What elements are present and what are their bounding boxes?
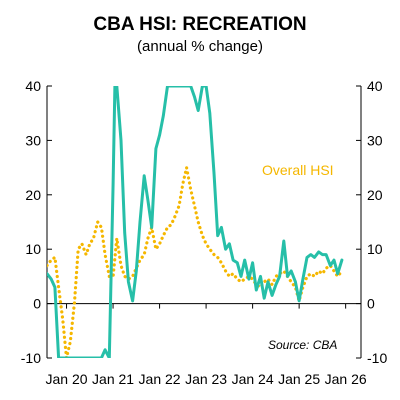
chart-subtitle: (annual % change) [137, 38, 263, 55]
y-tick-label-left: 0 [33, 296, 41, 312]
tick-labels: -10 -10 0 0 10 10 20 20 30 30 40 40 Jan 20 Jan 21 Jan … [21, 78, 388, 387]
x-tick-label: Jan 24 [232, 371, 274, 387]
x-tick-label: Jan 21 [92, 371, 134, 387]
x-tick-label: Jan 25 [278, 371, 320, 387]
y-tick-label-left: -10 [21, 350, 41, 366]
y-tick-label-right: 10 [367, 241, 383, 257]
y-tick-label-right: -10 [367, 350, 387, 366]
y-tick-label-right: 20 [367, 187, 383, 203]
series-line-overall-hsi [47, 166, 344, 358]
y-tick-label-right: 40 [367, 78, 383, 94]
annotation-overall-hsi: Overall HSI [262, 162, 334, 178]
axes [46, 85, 362, 359]
x-tick-label: Jan 23 [185, 371, 227, 387]
y-tick-label-right: 0 [367, 296, 375, 312]
x-tick-label: Jan 20 [46, 371, 88, 387]
series-layer [47, 86, 344, 358]
x-tick-label: Jan 22 [139, 371, 181, 387]
x-tick-label: Jan 26 [325, 371, 367, 387]
y-tick-label-left: 10 [25, 241, 41, 257]
annotation-source: Source: CBA [268, 338, 337, 352]
y-tick-label-left: 30 [25, 132, 41, 148]
series-line-recreation [47, 86, 344, 358]
chart-title: CBA HSI: RECREATION [93, 14, 307, 35]
y-tick-label-right: 30 [367, 132, 383, 148]
y-tick-label-left: 20 [25, 187, 41, 203]
y-tick-label-left: 40 [25, 78, 41, 94]
